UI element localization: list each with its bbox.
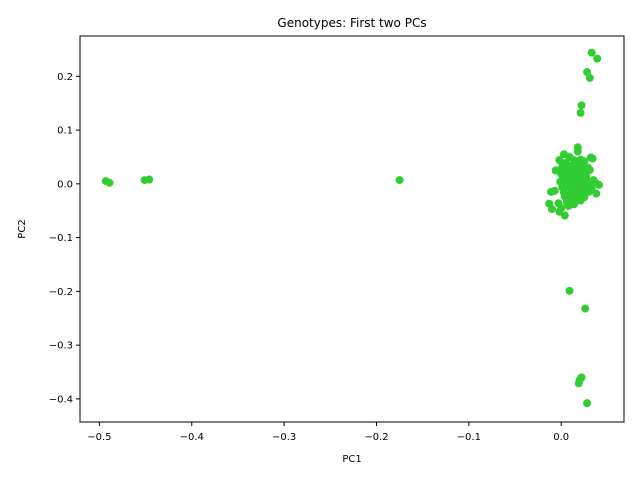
x-tick-label: 0.0 bbox=[553, 432, 569, 443]
data-point bbox=[577, 101, 586, 110]
y-tick-label: −0.1 bbox=[49, 233, 73, 244]
x-tick-label: −0.2 bbox=[364, 432, 388, 443]
data-point bbox=[574, 379, 583, 388]
data-point bbox=[550, 186, 559, 195]
x-tick-label: −0.4 bbox=[180, 432, 204, 443]
data-point bbox=[581, 168, 590, 177]
data-point bbox=[572, 192, 581, 201]
data-point bbox=[573, 186, 582, 195]
y-tick-label: 0.2 bbox=[57, 72, 73, 83]
data-point bbox=[573, 147, 582, 156]
data-point bbox=[105, 178, 114, 187]
data-point bbox=[592, 189, 601, 198]
data-point bbox=[585, 73, 594, 82]
data-point bbox=[569, 177, 578, 186]
y-tick-label: −0.4 bbox=[49, 394, 73, 405]
data-point bbox=[583, 399, 592, 408]
data-point bbox=[145, 175, 154, 184]
x-tick-label: −0.5 bbox=[87, 432, 111, 443]
data-point bbox=[547, 205, 556, 214]
data-point bbox=[576, 108, 585, 117]
data-point bbox=[564, 201, 573, 210]
data-point bbox=[395, 176, 404, 185]
data-points bbox=[101, 48, 604, 408]
data-point bbox=[558, 162, 567, 171]
x-tick-label: −0.1 bbox=[457, 432, 481, 443]
data-point bbox=[555, 156, 564, 165]
y-tick-label: −0.2 bbox=[49, 287, 73, 298]
data-point bbox=[577, 159, 586, 168]
x-axis-ticks: −0.5 −0.4 −0.3 −0.2 −0.1 0.0 bbox=[87, 422, 569, 443]
plot-frame bbox=[79, 35, 625, 423]
data-point bbox=[593, 54, 602, 63]
y-tick-label: −0.3 bbox=[49, 341, 73, 352]
data-point bbox=[588, 154, 597, 163]
data-point bbox=[581, 304, 590, 313]
data-point bbox=[565, 286, 574, 295]
chart-title: Genotypes: First two PCs bbox=[277, 16, 426, 30]
y-axis-ticks: −0.4 −0.3 −0.2 −0.1 0.0 0.1 0.2 bbox=[49, 72, 80, 405]
data-point bbox=[560, 211, 569, 220]
data-point bbox=[584, 187, 593, 196]
x-tick-label: −0.3 bbox=[272, 432, 296, 443]
y-axis-label: PC2 bbox=[17, 219, 28, 238]
y-tick-label: 0.0 bbox=[57, 179, 73, 190]
x-axis-label: PC1 bbox=[342, 454, 361, 465]
y-tick-label: 0.1 bbox=[57, 126, 73, 137]
data-point bbox=[587, 48, 596, 57]
